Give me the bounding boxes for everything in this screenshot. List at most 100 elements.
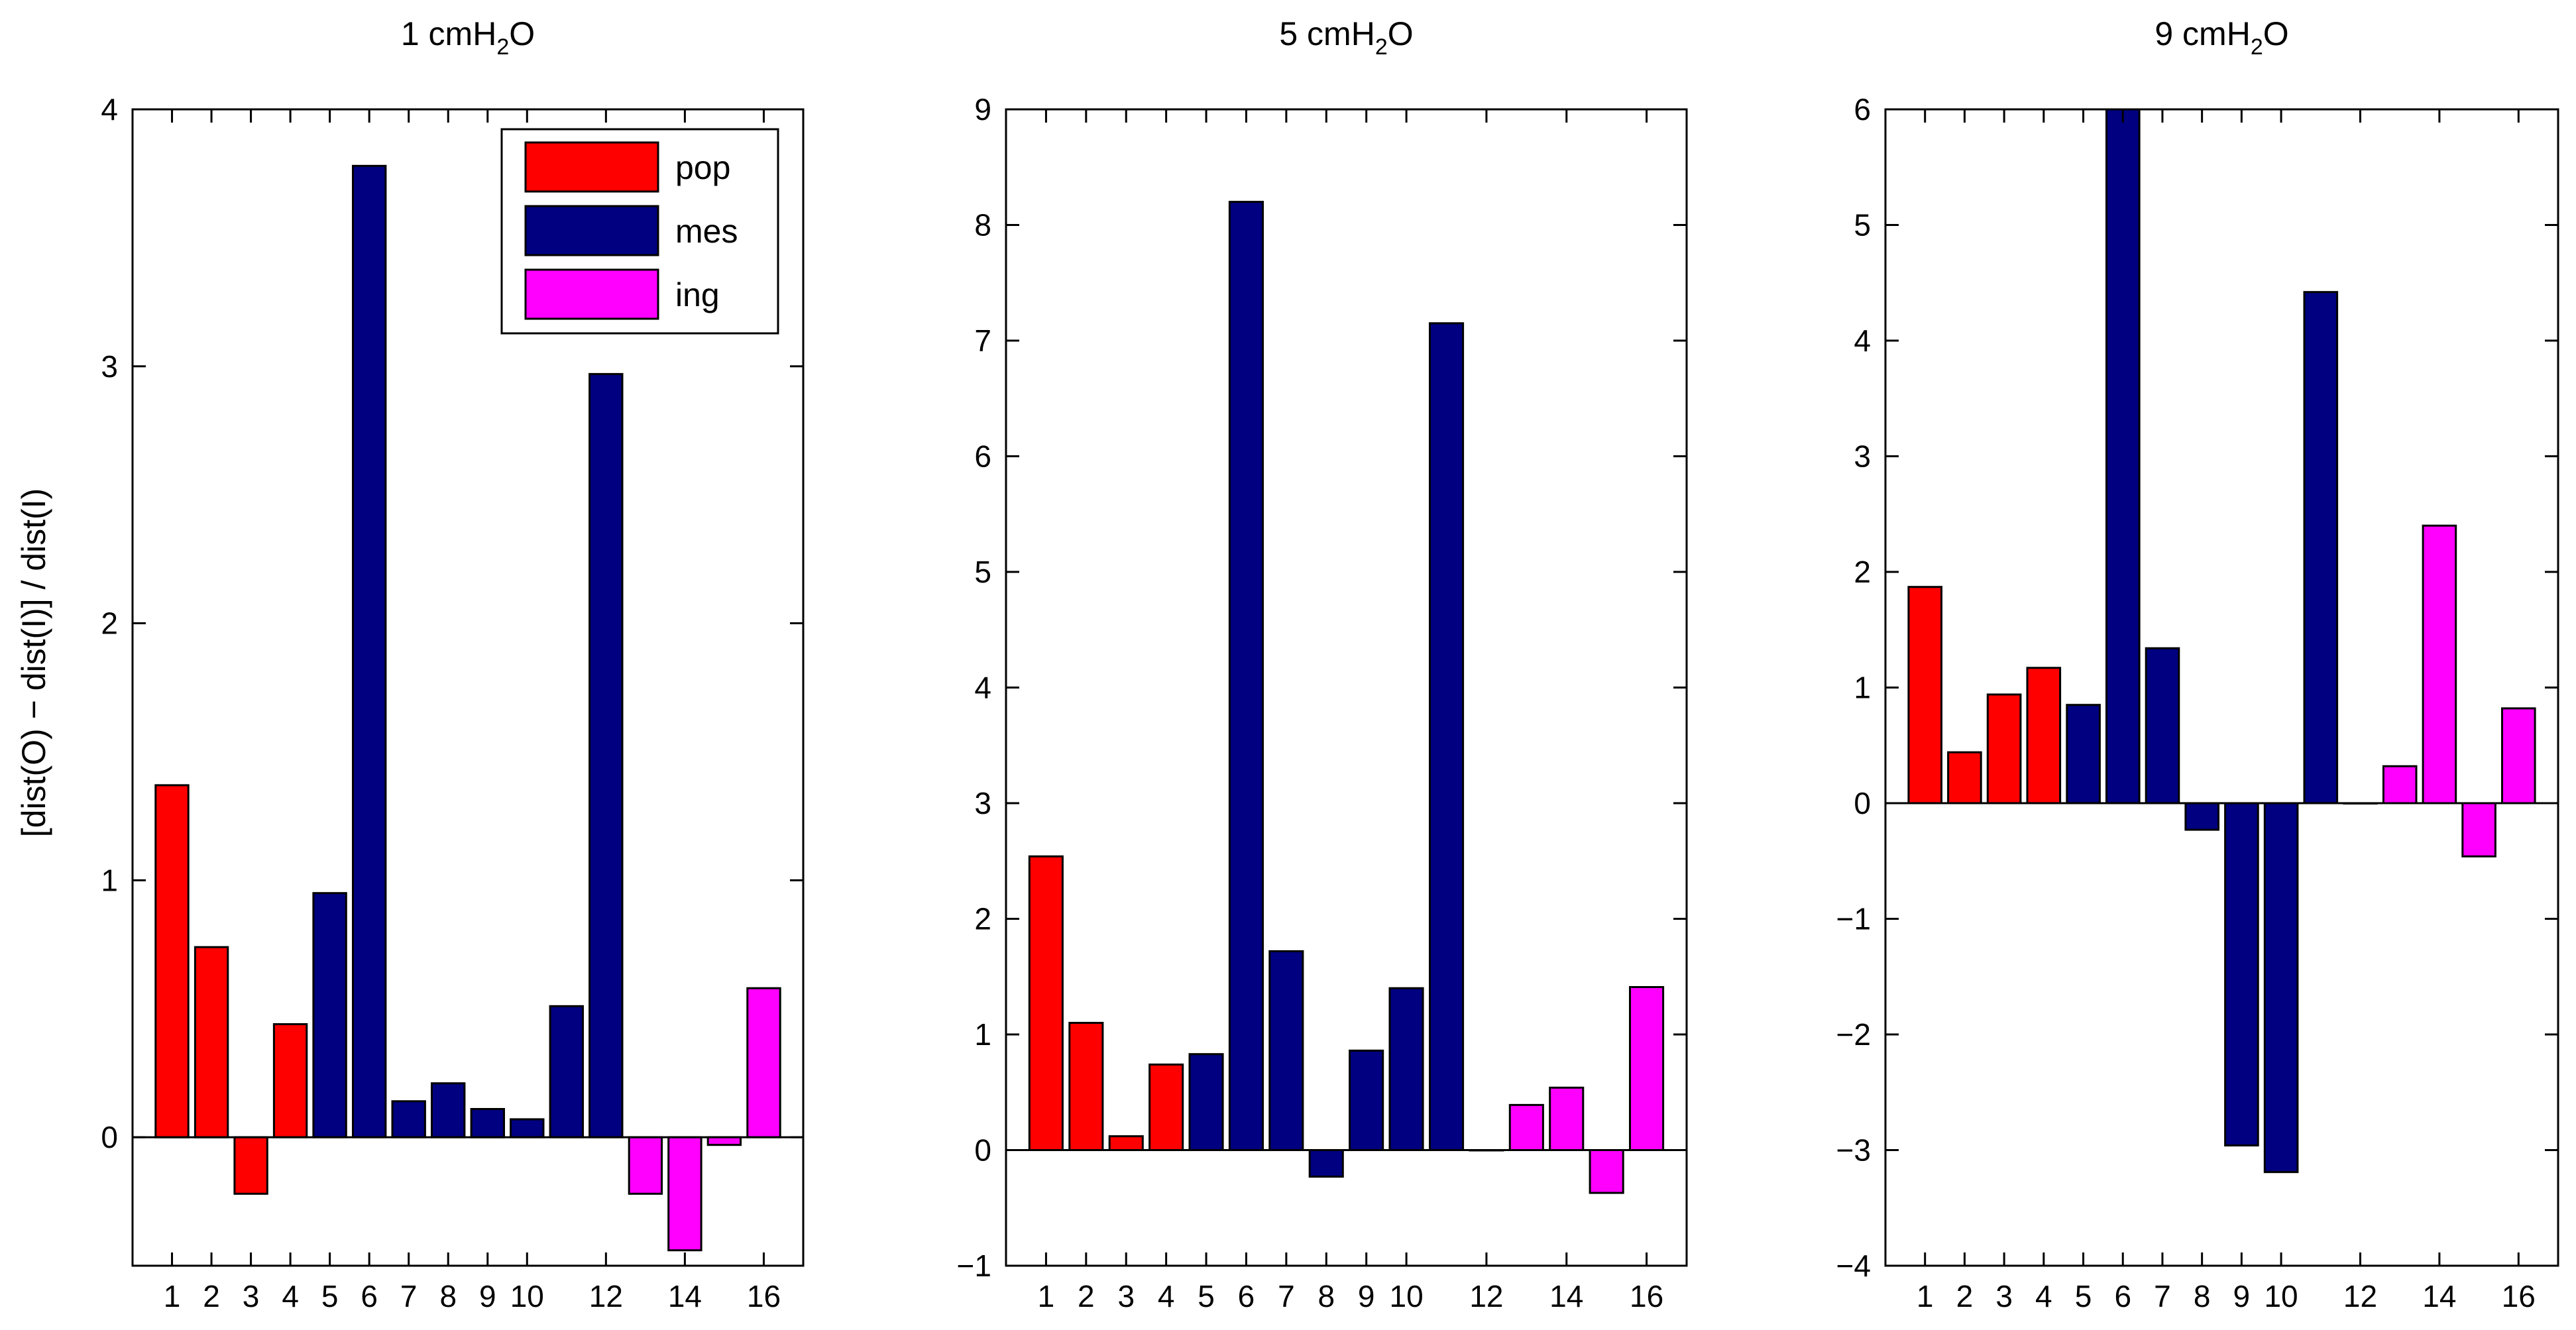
panel-2-ytick-label: −1 bbox=[957, 1248, 991, 1283]
panel-3-ytick-label: 3 bbox=[1854, 439, 1871, 474]
panel-3-bar-1 bbox=[1907, 586, 1942, 804]
panel-1-ytick-label: 3 bbox=[101, 349, 118, 384]
panel-3-xtick-label: 7 bbox=[2154, 1279, 2171, 1313]
panel-1-bar-11 bbox=[549, 1005, 584, 1138]
panel-1-axes-frame bbox=[131, 108, 805, 1267]
panel-3-ytick-label: 6 bbox=[1854, 92, 1871, 127]
panel-3-bar-8 bbox=[2184, 802, 2219, 831]
panel-3-ytick-label: −1 bbox=[1836, 902, 1871, 936]
panel-1-bar-13 bbox=[628, 1136, 663, 1195]
bars-layer bbox=[154, 108, 2536, 1252]
panel-2-ytick-label: 8 bbox=[974, 208, 991, 243]
panel-3-xtick-label: 14 bbox=[2422, 1279, 2456, 1313]
panel-2-xtick-label: 7 bbox=[1278, 1279, 1295, 1313]
panel-3-title: 9 cmH2O bbox=[2155, 15, 2288, 60]
panel-1-xtick-label: 14 bbox=[668, 1279, 702, 1313]
panel-2-xtick-label: 10 bbox=[1390, 1279, 1424, 1313]
panel-3-bar-6 bbox=[2105, 108, 2141, 804]
panel-2-ytick-label: 2 bbox=[974, 902, 991, 936]
panel-2-xtick-label: 14 bbox=[1549, 1279, 1583, 1313]
panel-2-bar-5 bbox=[1188, 1053, 1224, 1151]
panel-2-axes-frame bbox=[1005, 108, 1688, 1267]
panel-1-bar-14 bbox=[667, 1136, 702, 1252]
panel-2-bar-1 bbox=[1028, 855, 1064, 1152]
panel-2-bar-3 bbox=[1108, 1135, 1144, 1151]
panel-1-xtick-label: 5 bbox=[321, 1279, 339, 1313]
panel-3-xtick-label: 6 bbox=[2114, 1279, 2131, 1313]
panel-3-ytick-label: 4 bbox=[1854, 323, 1871, 358]
panel-2-bar-10 bbox=[1388, 987, 1424, 1151]
panel-1-xtick-label: 1 bbox=[164, 1279, 181, 1313]
legend-label-ing: ing bbox=[675, 276, 720, 313]
panel-3-bar-5 bbox=[2066, 704, 2101, 804]
panel-3-bar-13 bbox=[2382, 765, 2418, 804]
panel-3-xtick-label: 8 bbox=[2194, 1279, 2211, 1313]
panel-2-ytick-label: 3 bbox=[974, 786, 991, 820]
panel-1-bar-4 bbox=[272, 1023, 308, 1138]
panel-3-bar-3 bbox=[1986, 693, 2022, 804]
panel-3-bar-14 bbox=[2422, 524, 2457, 804]
panel-1-ytick-label: 0 bbox=[101, 1120, 118, 1154]
panel-1-bar-7 bbox=[391, 1100, 426, 1138]
panel-1-bar-5 bbox=[312, 892, 347, 1138]
panel-3-bar-9 bbox=[2224, 802, 2259, 1146]
panel-2-ytick-label: 7 bbox=[974, 323, 991, 358]
panel-2-ytick-label: 0 bbox=[974, 1133, 991, 1168]
panel-2-xtick-label: 12 bbox=[1469, 1279, 1503, 1313]
panel-2-ytick-label: 6 bbox=[974, 439, 991, 474]
panel-3-xtick-label: 2 bbox=[1956, 1279, 1974, 1313]
panel-2-xtick-label: 1 bbox=[1038, 1279, 1055, 1313]
panel-3-xtick-label: 12 bbox=[2343, 1279, 2377, 1313]
legend: pop mes ing bbox=[500, 128, 779, 335]
panel-2-xtick-label: 2 bbox=[1078, 1279, 1095, 1313]
panel-3-bar-16 bbox=[2501, 707, 2536, 804]
panel-1-xtick-label: 7 bbox=[400, 1279, 418, 1313]
panel-1-xtick-label: 6 bbox=[361, 1279, 378, 1313]
y-axis-label: [dist(O) − dist(I)] / dist(I) bbox=[15, 488, 52, 837]
panel-3-ytick-label: 0 bbox=[1854, 786, 1871, 820]
panel-3-ytick-label: −4 bbox=[1836, 1248, 1871, 1283]
axes-layer bbox=[131, 108, 2559, 1267]
panel-2-bar-11 bbox=[1429, 322, 1465, 1151]
panel-2-ytick-label: 1 bbox=[974, 1017, 991, 1052]
panel-1-bar-9 bbox=[470, 1108, 505, 1138]
panel-1-bar-16 bbox=[746, 987, 781, 1138]
panel-2-bar-9 bbox=[1349, 1049, 1384, 1152]
panel-3-ytick-label: 1 bbox=[1854, 671, 1871, 705]
panel-1-bar-8 bbox=[431, 1082, 466, 1138]
panel-1-ytick-label: 1 bbox=[101, 863, 118, 897]
panel-3-xtick-label: 16 bbox=[2502, 1279, 2536, 1313]
panel-2-bar-6 bbox=[1228, 201, 1264, 1152]
panel-1-bar-2 bbox=[194, 946, 229, 1138]
panel-3-bar-11 bbox=[2303, 291, 2339, 804]
legend-swatch-mes bbox=[524, 205, 659, 256]
panel-2-xtick-label: 5 bbox=[1198, 1279, 1215, 1313]
panel-1-bar-3 bbox=[233, 1136, 268, 1195]
panel-3-xtick-label: 9 bbox=[2233, 1279, 2251, 1313]
panel-1-xtick-label: 10 bbox=[510, 1279, 544, 1313]
panel-3-bar-15 bbox=[2461, 802, 2496, 858]
panel-2-title: 5 cmH2O bbox=[1279, 15, 1413, 60]
panel-1-ytick-label: 4 bbox=[101, 92, 118, 127]
legend-label-mes: mes bbox=[675, 213, 738, 250]
panel-3-bar-7 bbox=[2145, 647, 2180, 804]
panel-2-xtick-label: 4 bbox=[1158, 1279, 1175, 1313]
panel-2-xtick-label: 3 bbox=[1117, 1279, 1135, 1313]
panel-1-xtick-label: 16 bbox=[747, 1279, 781, 1313]
panel-3-bar-2 bbox=[1947, 751, 1982, 804]
panel-1-xtick-label: 2 bbox=[203, 1279, 220, 1313]
panel-2-ytick-label: 4 bbox=[974, 671, 991, 705]
panel-1-bar-1 bbox=[154, 784, 190, 1138]
panel-2-bar-4 bbox=[1148, 1063, 1184, 1152]
panel-3-axes-frame bbox=[1884, 108, 2559, 1267]
panel-3-xtick-label: 5 bbox=[2075, 1279, 2092, 1313]
panel-1-xtick-label: 4 bbox=[282, 1279, 299, 1313]
panel-2-xtick-label: 9 bbox=[1358, 1279, 1375, 1313]
panel-1-ytick-label: 2 bbox=[101, 606, 118, 641]
panel-2-bar-7 bbox=[1268, 950, 1304, 1152]
legend-swatch-ing bbox=[524, 268, 659, 320]
panel-2-bar-15 bbox=[1589, 1149, 1624, 1194]
panel-3-bar-10 bbox=[2263, 802, 2299, 1174]
